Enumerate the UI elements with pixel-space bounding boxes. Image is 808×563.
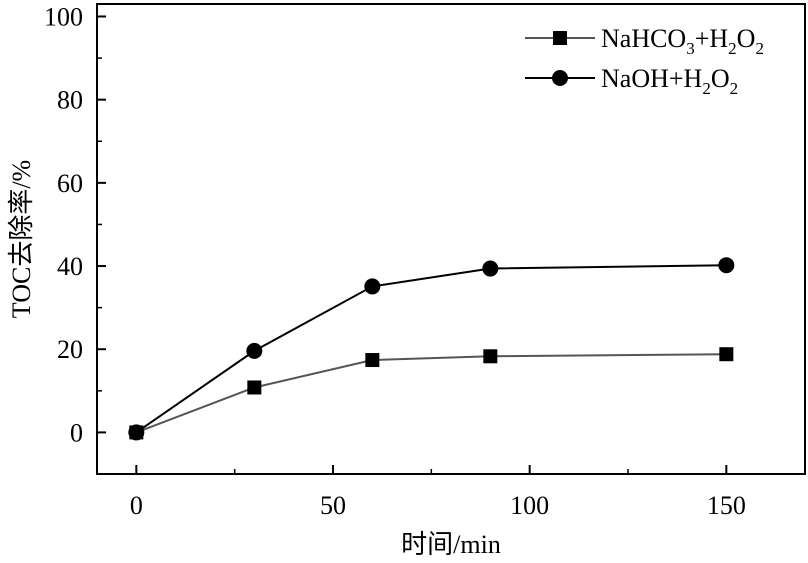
x-tick-label: 150 — [707, 491, 746, 520]
data-point-square — [483, 349, 498, 364]
data-point-square — [247, 380, 262, 395]
y-tick-label: 60 — [57, 169, 83, 198]
series-line — [135, 353, 727, 434]
y-tick-label: 80 — [57, 86, 83, 115]
y-tick-label: 100 — [44, 2, 83, 31]
y-axis-ticks: 0 20 40 60 80 100 — [44, 2, 106, 447]
x-axis-title: 时间/min — [401, 530, 501, 558]
data-point-circle — [128, 424, 145, 441]
legend-entry-naoh: NaOH+H2O2 — [525, 64, 738, 98]
legend-entry-nahco3: NaHCO3+H2O2 — [525, 24, 764, 58]
x-tick-label: 100 — [510, 491, 549, 520]
x-axis-ticks: 0 50 100 150 — [130, 465, 746, 520]
y-tick-label: 40 — [57, 252, 83, 281]
series-nahco3 — [129, 347, 734, 440]
data-point-square — [365, 353, 380, 368]
legend-label-naoh: NaOH+H2O2 — [601, 64, 738, 98]
y-tick-label: 20 — [57, 335, 83, 364]
data-point-circle — [246, 342, 263, 359]
legend: NaHCO3+H2O2 NaOH+H2O2 — [525, 24, 764, 98]
series-line — [135, 264, 727, 434]
legend-marker-square — [553, 31, 567, 45]
series-layer — [128, 257, 735, 441]
x-tick-label: 50 — [320, 491, 346, 520]
legend-label-nahco3: NaHCO3+H2O2 — [601, 24, 764, 58]
plot-frame — [96, 3, 806, 475]
x-tick-label: 0 — [130, 491, 143, 520]
y-axis-title: TOC去除率/% — [7, 160, 36, 318]
y-tick-label: 0 — [70, 418, 83, 447]
data-point-circle — [364, 278, 381, 295]
data-point-circle — [718, 257, 735, 274]
series-naoh — [128, 257, 735, 441]
data-point-circle — [482, 260, 499, 277]
data-point-square — [719, 347, 734, 362]
legend-marker-circle — [552, 70, 568, 86]
